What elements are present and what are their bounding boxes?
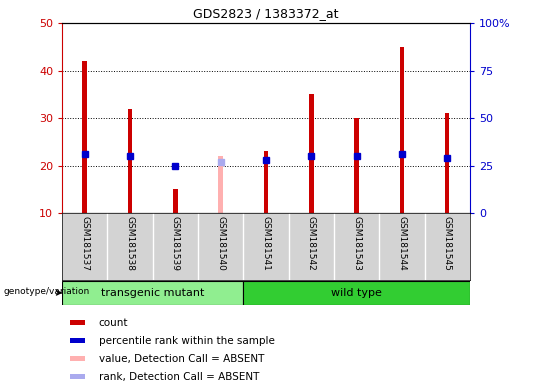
Text: count: count	[99, 318, 129, 328]
Title: GDS2823 / 1383372_at: GDS2823 / 1383372_at	[193, 7, 339, 20]
Bar	[70, 320, 85, 325]
Text: GSM181538: GSM181538	[126, 217, 134, 271]
Bar	[70, 374, 85, 379]
Text: GSM181545: GSM181545	[443, 217, 451, 271]
Text: wild type: wild type	[331, 288, 382, 298]
Bar	[70, 356, 85, 361]
Bar	[264, 151, 268, 213]
Bar	[445, 113, 449, 213]
Bar	[354, 118, 359, 213]
Text: percentile rank within the sample: percentile rank within the sample	[99, 336, 275, 346]
Bar	[173, 189, 178, 213]
Bar	[62, 281, 244, 305]
Bar	[83, 61, 87, 213]
Bar	[400, 47, 404, 213]
Bar	[128, 109, 132, 213]
Text: rank, Detection Call = ABSENT: rank, Detection Call = ABSENT	[99, 371, 259, 382]
Bar	[70, 338, 85, 343]
Text: GSM181541: GSM181541	[261, 217, 271, 271]
Text: GSM181544: GSM181544	[397, 217, 406, 271]
Text: genotype/variation: genotype/variation	[3, 287, 89, 296]
Text: GSM181537: GSM181537	[80, 217, 89, 271]
Text: GSM181539: GSM181539	[171, 217, 180, 271]
Text: GSM181543: GSM181543	[352, 217, 361, 271]
Bar	[244, 281, 470, 305]
Bar	[218, 156, 223, 213]
Text: value, Detection Call = ABSENT: value, Detection Call = ABSENT	[99, 354, 264, 364]
Text: GSM181542: GSM181542	[307, 217, 316, 271]
Text: transgenic mutant: transgenic mutant	[101, 288, 204, 298]
Bar	[309, 94, 314, 213]
Text: GSM181540: GSM181540	[216, 217, 225, 271]
